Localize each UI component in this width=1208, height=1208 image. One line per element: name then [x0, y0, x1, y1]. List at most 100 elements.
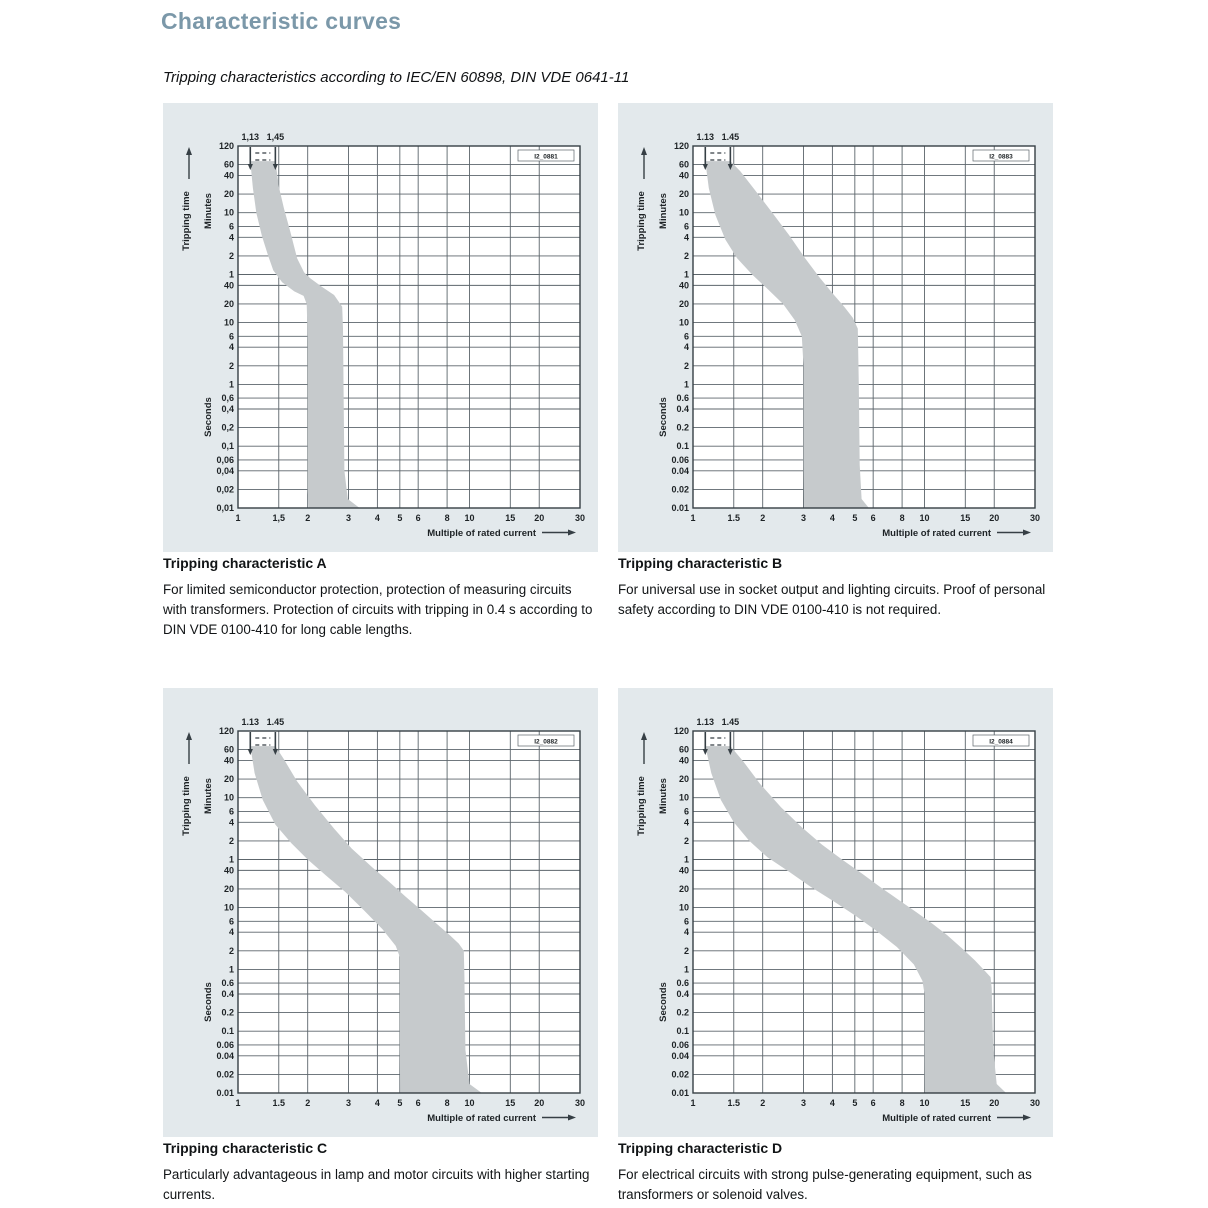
- svg-text:I2_0883: I2_0883: [989, 154, 1013, 161]
- svg-text:60: 60: [224, 745, 234, 755]
- svg-text:120: 120: [219, 141, 234, 151]
- svg-text:6: 6: [416, 1098, 421, 1108]
- svg-text:3: 3: [801, 1098, 806, 1108]
- svg-text:1.5: 1.5: [728, 1098, 741, 1108]
- svg-text:0.02: 0.02: [671, 1069, 689, 1079]
- svg-text:Minutes: Minutes: [658, 778, 669, 814]
- svg-text:3: 3: [346, 513, 351, 523]
- tripping-chart-d: 1.13 1.45I2_08841206040201064214020106421…: [636, 717, 1040, 1124]
- svg-text:Seconds: Seconds: [203, 397, 214, 437]
- svg-text:Seconds: Seconds: [203, 982, 214, 1022]
- svg-text:15: 15: [960, 1098, 970, 1108]
- svg-text:10: 10: [224, 793, 234, 803]
- svg-text:0.02: 0.02: [216, 1069, 234, 1079]
- svg-text:1: 1: [684, 964, 689, 974]
- svg-text:2: 2: [229, 251, 234, 261]
- svg-text:6: 6: [871, 1098, 876, 1108]
- svg-text:1.13: 1.13: [242, 717, 260, 727]
- svg-text:2: 2: [684, 836, 689, 846]
- svg-text:Seconds: Seconds: [658, 982, 669, 1022]
- svg-text:4: 4: [830, 1098, 835, 1108]
- svg-text:40: 40: [224, 865, 234, 875]
- svg-text:0.06: 0.06: [671, 455, 689, 465]
- svg-text:4: 4: [684, 232, 689, 242]
- svg-text:Seconds: Seconds: [658, 397, 669, 437]
- svg-text:120: 120: [674, 726, 689, 736]
- svg-text:2: 2: [760, 1098, 765, 1108]
- svg-text:0.1: 0.1: [676, 1026, 689, 1036]
- thermal-current-markers: [702, 147, 733, 170]
- svg-text:20: 20: [679, 884, 689, 894]
- svg-text:2: 2: [305, 1098, 310, 1108]
- svg-text:1: 1: [690, 1098, 695, 1108]
- svg-text:Multiple of rated current: Multiple of rated current: [427, 528, 537, 539]
- svg-text:30: 30: [1030, 513, 1040, 523]
- tripping-chart-b: 1.13 1.45I2_08831206040201064214020106421…: [636, 132, 1040, 539]
- svg-text:40: 40: [679, 755, 689, 765]
- svg-text:4: 4: [229, 232, 234, 242]
- svg-text:20: 20: [224, 774, 234, 784]
- svg-text:0.04: 0.04: [216, 1051, 234, 1061]
- svg-text:0,1: 0,1: [221, 441, 234, 451]
- svg-text:1.45: 1.45: [722, 132, 740, 142]
- caption-c: Tripping characteristic C Particularly a…: [163, 1140, 595, 1205]
- svg-text:10: 10: [920, 513, 930, 523]
- svg-text:6: 6: [684, 221, 689, 231]
- svg-text:20: 20: [224, 299, 234, 309]
- svg-text:1.45: 1.45: [267, 717, 285, 727]
- svg-text:1: 1: [690, 513, 695, 523]
- svg-text:I2_0881: I2_0881: [534, 154, 558, 161]
- svg-text:I2_0884: I2_0884: [989, 739, 1013, 746]
- plot-border: [692, 730, 1036, 1094]
- svg-text:6: 6: [229, 916, 234, 926]
- svg-text:Tripping time: Tripping time: [636, 776, 647, 836]
- svg-text:4: 4: [229, 817, 234, 827]
- svg-text:Minutes: Minutes: [203, 193, 214, 229]
- svg-text:0.2: 0.2: [221, 1008, 234, 1018]
- svg-text:15: 15: [505, 1098, 515, 1108]
- svg-text:2: 2: [229, 361, 234, 371]
- svg-text:0.6: 0.6: [676, 978, 689, 988]
- svg-text:Multiple of rated current: Multiple of rated current: [882, 528, 992, 539]
- svg-text:6: 6: [684, 331, 689, 341]
- svg-text:30: 30: [575, 1098, 585, 1108]
- svg-text:I2_0882: I2_0882: [534, 739, 558, 746]
- svg-text:10: 10: [679, 903, 689, 913]
- svg-text:1.13: 1.13: [697, 717, 715, 727]
- svg-text:4: 4: [684, 927, 689, 937]
- svg-text:2: 2: [760, 513, 765, 523]
- svg-text:4: 4: [375, 513, 380, 523]
- svg-text:1,45: 1,45: [267, 132, 285, 142]
- svg-text:60: 60: [224, 160, 234, 170]
- svg-text:20: 20: [679, 189, 689, 199]
- svg-text:0.01: 0.01: [216, 1088, 234, 1098]
- svg-text:15: 15: [505, 513, 515, 523]
- svg-text:1: 1: [229, 964, 234, 974]
- caption-d-text: For electrical circuits with strong puls…: [618, 1167, 1032, 1203]
- svg-text:10: 10: [920, 1098, 930, 1108]
- svg-text:Tripping time: Tripping time: [181, 191, 192, 251]
- chart-panel-b: 1.13 1.45 I2_0883 120 60 40 20 10 6 4 2 1 40 20 10 6 4 2 1…: [618, 103, 1053, 552]
- tripping-band: [705, 746, 1007, 1093]
- tripping-band: [250, 161, 360, 508]
- svg-text:4: 4: [684, 342, 689, 352]
- svg-text:40: 40: [679, 280, 689, 290]
- tripping-chart-a: 1,13 1,45I2_08811206040201064214020106421…: [181, 132, 585, 539]
- svg-text:0.6: 0.6: [221, 978, 234, 988]
- thermal-current-markers: [247, 732, 278, 755]
- svg-text:15: 15: [960, 513, 970, 523]
- caption-a: Tripping characteristic A For limited se…: [163, 555, 595, 640]
- svg-text:1: 1: [684, 379, 689, 389]
- svg-text:0,04: 0,04: [216, 466, 234, 476]
- thermal-current-markers: [702, 732, 733, 755]
- svg-text:0,02: 0,02: [216, 484, 234, 494]
- svg-text:0.01: 0.01: [671, 503, 689, 513]
- svg-text:0,2: 0,2: [221, 423, 234, 433]
- caption-b-title: Tripping characteristic B: [618, 555, 783, 571]
- svg-text:4: 4: [830, 513, 835, 523]
- svg-text:20: 20: [224, 189, 234, 199]
- svg-text:40: 40: [224, 170, 234, 180]
- svg-text:0,4: 0,4: [221, 404, 234, 414]
- plot-border: [692, 145, 1036, 509]
- tripping-band: [705, 161, 869, 508]
